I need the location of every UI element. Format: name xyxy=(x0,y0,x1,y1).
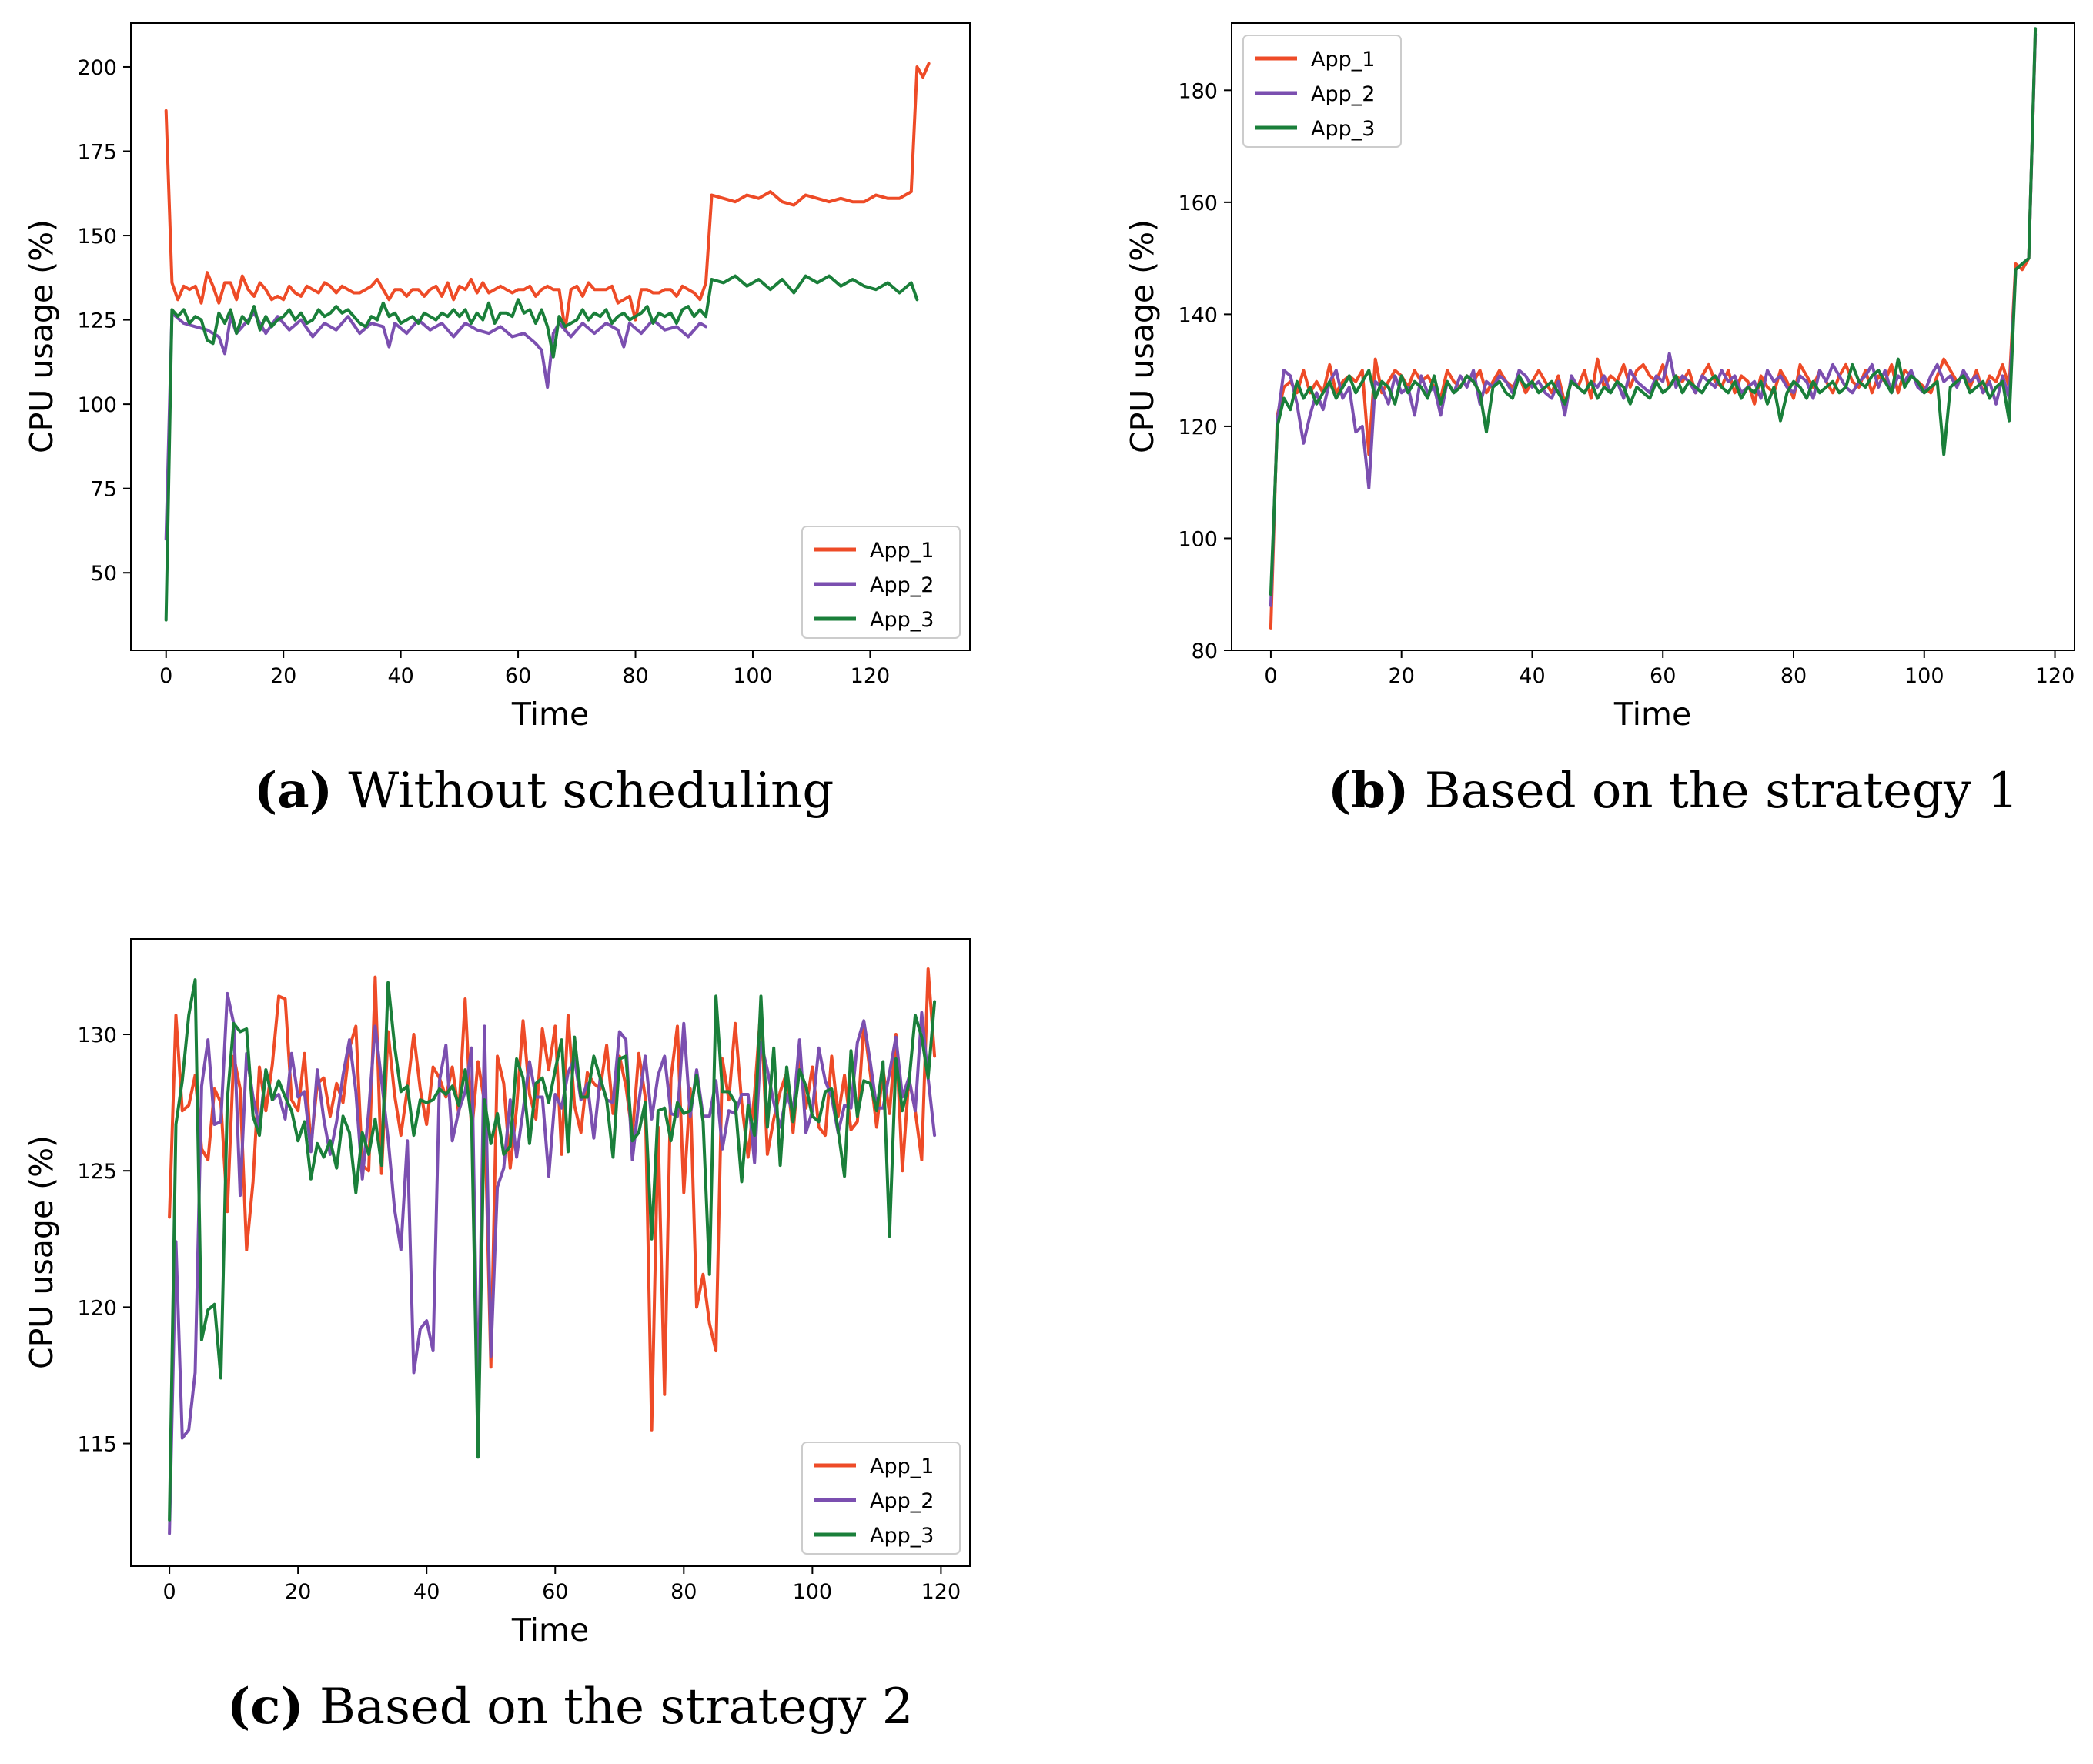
chart-b-y-tick-label: 80 xyxy=(1192,640,1218,663)
chart-a-x-tick-label: 80 xyxy=(622,664,648,688)
chart-c-y-tick-label: 120 xyxy=(77,1296,117,1320)
chart-b-x-tick-label: 80 xyxy=(1780,664,1807,688)
chart-c-y-tick-label: 130 xyxy=(77,1024,117,1047)
chart-c-x-tick-label: 120 xyxy=(921,1580,961,1604)
chart-b-y-tick-label: 180 xyxy=(1178,79,1218,103)
chart-a-y-axis-label: CPU usage (%) xyxy=(23,219,60,453)
chart-c-legend-label-s1: App_1 xyxy=(870,1455,934,1478)
chart-a-x-tick-label: 100 xyxy=(733,664,773,688)
chart-c-x-tick-label: 80 xyxy=(670,1580,697,1604)
chart-a-x-axis-label: Time xyxy=(511,696,589,733)
chart-b-x-tick-label: 20 xyxy=(1389,664,1415,688)
caption-a-text: Without scheduling xyxy=(348,763,834,820)
chart-a-x-tick-label: 0 xyxy=(159,664,172,688)
chart-b-x-ticks: 0 20 40 60 80 100 120 xyxy=(1264,650,2075,688)
chart-b-legend-label-s1: App_1 xyxy=(1311,48,1375,72)
chart-a-legend-box xyxy=(801,526,961,639)
chart-b-x-tick-label: 40 xyxy=(1519,664,1545,688)
chart-a-y-tick-label: 100 xyxy=(77,393,117,417)
chart-a-series-s1 xyxy=(164,62,931,332)
caption-c-text: Based on the strategy 2 xyxy=(319,1679,914,1736)
chart-a-y-tick-label: 200 xyxy=(77,56,117,80)
chart-b-y-tick-label: 140 xyxy=(1178,303,1218,327)
caption-c-letter: c xyxy=(250,1678,281,1736)
chart-a-x-tick-label: 60 xyxy=(505,664,531,688)
chart-c-x-axis-label: Time xyxy=(511,1612,589,1649)
chart-b-y-tick-label: 160 xyxy=(1178,192,1218,215)
chart-c-legend-label-s3: App_3 xyxy=(870,1524,934,1548)
caption-b: (b) Based on the strategy 1 xyxy=(1328,762,2019,820)
chart-a-y-ticks: 50 75 100 125 150 175 200 xyxy=(77,56,131,586)
chart-a-x-tick-label: 120 xyxy=(851,664,891,688)
chart-b-legend: App_1 App_2 App_3 xyxy=(1242,35,1402,148)
chart-b-x-tick-label: 60 xyxy=(1650,664,1676,688)
chart-c-x-tick-label: 20 xyxy=(285,1580,311,1604)
chart-a-legend-label-s1: App_1 xyxy=(870,539,934,563)
caption-b-letter: b xyxy=(1351,762,1386,820)
chart-a-legend: App_1 App_2 App_3 xyxy=(801,526,961,639)
chart-c-legend: App_1 App_2 App_3 xyxy=(801,1442,961,1555)
chart-c-legend-box xyxy=(801,1442,961,1555)
chart-a: 0 20 40 60 80 100 120 50 75 100 125 150 175 200 Time… xyxy=(23,22,971,733)
caption-c: (c) Based on the strategy 2 xyxy=(227,1678,914,1736)
chart-c-x-tick-label: 40 xyxy=(413,1580,440,1604)
caption-b-text: Based on the strategy 1 xyxy=(1424,763,2019,820)
chart-b-legend-box xyxy=(1242,35,1402,148)
chart-c-legend-label-s2: App_2 xyxy=(870,1489,934,1513)
chart-a-x-tick-label: 20 xyxy=(270,664,296,688)
chart-c-x-tick-label: 0 xyxy=(163,1580,176,1604)
chart-a-y-tick-label: 125 xyxy=(77,309,117,333)
chart-b-series-s3 xyxy=(1269,27,2038,596)
caption-a: (a) Without scheduling xyxy=(254,762,834,820)
chart-b-y-tick-label: 120 xyxy=(1178,416,1218,439)
chart-a-lines xyxy=(164,62,931,622)
chart-a-y-tick-label: 75 xyxy=(91,478,117,502)
chart-b-legend-label-s2: App_2 xyxy=(1311,82,1375,106)
chart-a-y-tick-label: 175 xyxy=(77,141,117,165)
chart-b-x-axis-label: Time xyxy=(1613,696,1691,733)
chart-c-frame xyxy=(130,938,971,1567)
chart-a-x-tick-label: 40 xyxy=(387,664,413,688)
chart-b-x-tick-label: 120 xyxy=(2035,664,2075,688)
chart-b-x-tick-label: 0 xyxy=(1264,664,1277,688)
chart-c-x-ticks: 0 20 40 60 80 100 120 xyxy=(163,1566,961,1604)
chart-c-lines xyxy=(168,967,937,1535)
chart-a-frame xyxy=(130,22,971,651)
chart-c-x-tick-label: 100 xyxy=(793,1580,833,1604)
chart-a-series-s3 xyxy=(164,274,919,622)
chart-a-y-tick-label: 150 xyxy=(77,225,117,249)
chart-c-y-tick-label: 125 xyxy=(77,1160,117,1184)
chart-c: 0 20 40 60 80 100 120 115 120 125 130 Time CPU us… xyxy=(23,938,971,1649)
chart-c-y-tick-label: 115 xyxy=(77,1433,117,1457)
chart-b-lines xyxy=(1269,27,2038,630)
chart-a-series-s2 xyxy=(164,311,707,541)
chart-b-y-tick-label: 100 xyxy=(1178,527,1218,551)
chart-b-y-ticks: 80 100 120 140 160 180 xyxy=(1178,79,1232,663)
chart-c-y-axis-label: CPU usage (%) xyxy=(23,1135,60,1369)
chart-b: 0 20 40 60 80 100 120 80 100 120 140 160 180 Time C… xyxy=(1124,22,2075,733)
chart-c-series-s2 xyxy=(168,991,937,1535)
chart-b-x-tick-label: 100 xyxy=(1904,664,1944,688)
chart-c-x-tick-label: 60 xyxy=(542,1580,568,1604)
chart-a-legend-label-s2: App_2 xyxy=(870,573,934,597)
chart-b-legend-label-s3: App_3 xyxy=(1311,117,1375,141)
chart-a-x-ticks: 0 20 40 60 80 100 120 xyxy=(159,650,890,688)
chart-a-legend-label-s3: App_3 xyxy=(870,608,934,632)
chart-c-series-s3 xyxy=(168,978,937,1522)
chart-b-frame xyxy=(1231,22,2075,651)
chart-b-y-axis-label: CPU usage (%) xyxy=(1124,219,1161,453)
chart-c-y-ticks: 115 120 125 130 xyxy=(77,1024,131,1457)
chart-a-y-tick-label: 50 xyxy=(91,562,117,586)
chart-c-series-s1 xyxy=(168,967,937,1432)
caption-a-letter: a xyxy=(277,762,309,820)
